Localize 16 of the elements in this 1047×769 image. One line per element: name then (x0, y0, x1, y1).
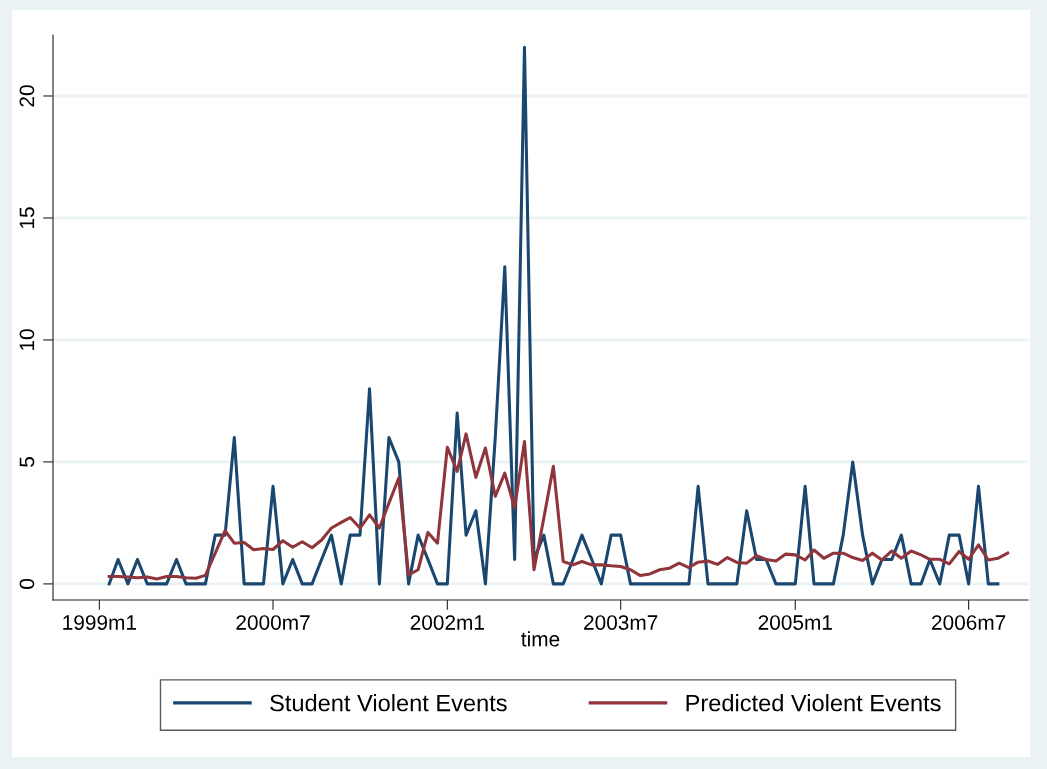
x-axis-title: time (521, 631, 560, 647)
y-tick-label: 5 (19, 457, 35, 467)
legend-label: Predicted Violent Events (686, 694, 941, 712)
y-tick-label: 0 (19, 578, 35, 589)
x-tick-label: 2006m7 (932, 615, 1006, 630)
x-tick-label: 2002m1 (410, 615, 484, 630)
y-tick-label: 10 (19, 329, 35, 350)
x-tick-label: 2005m1 (758, 615, 832, 630)
y-tick-label: 20 (19, 85, 35, 107)
legend-label: Student Violent Events (270, 694, 507, 712)
x-tick-label: 1999m1 (63, 615, 136, 630)
line-series (107, 45, 1000, 586)
x-tick-label: 2003m7 (584, 615, 658, 630)
y-tick-label: 15 (19, 207, 35, 228)
line-series (107, 432, 1010, 581)
x-tick-label: 2000m7 (236, 615, 310, 630)
